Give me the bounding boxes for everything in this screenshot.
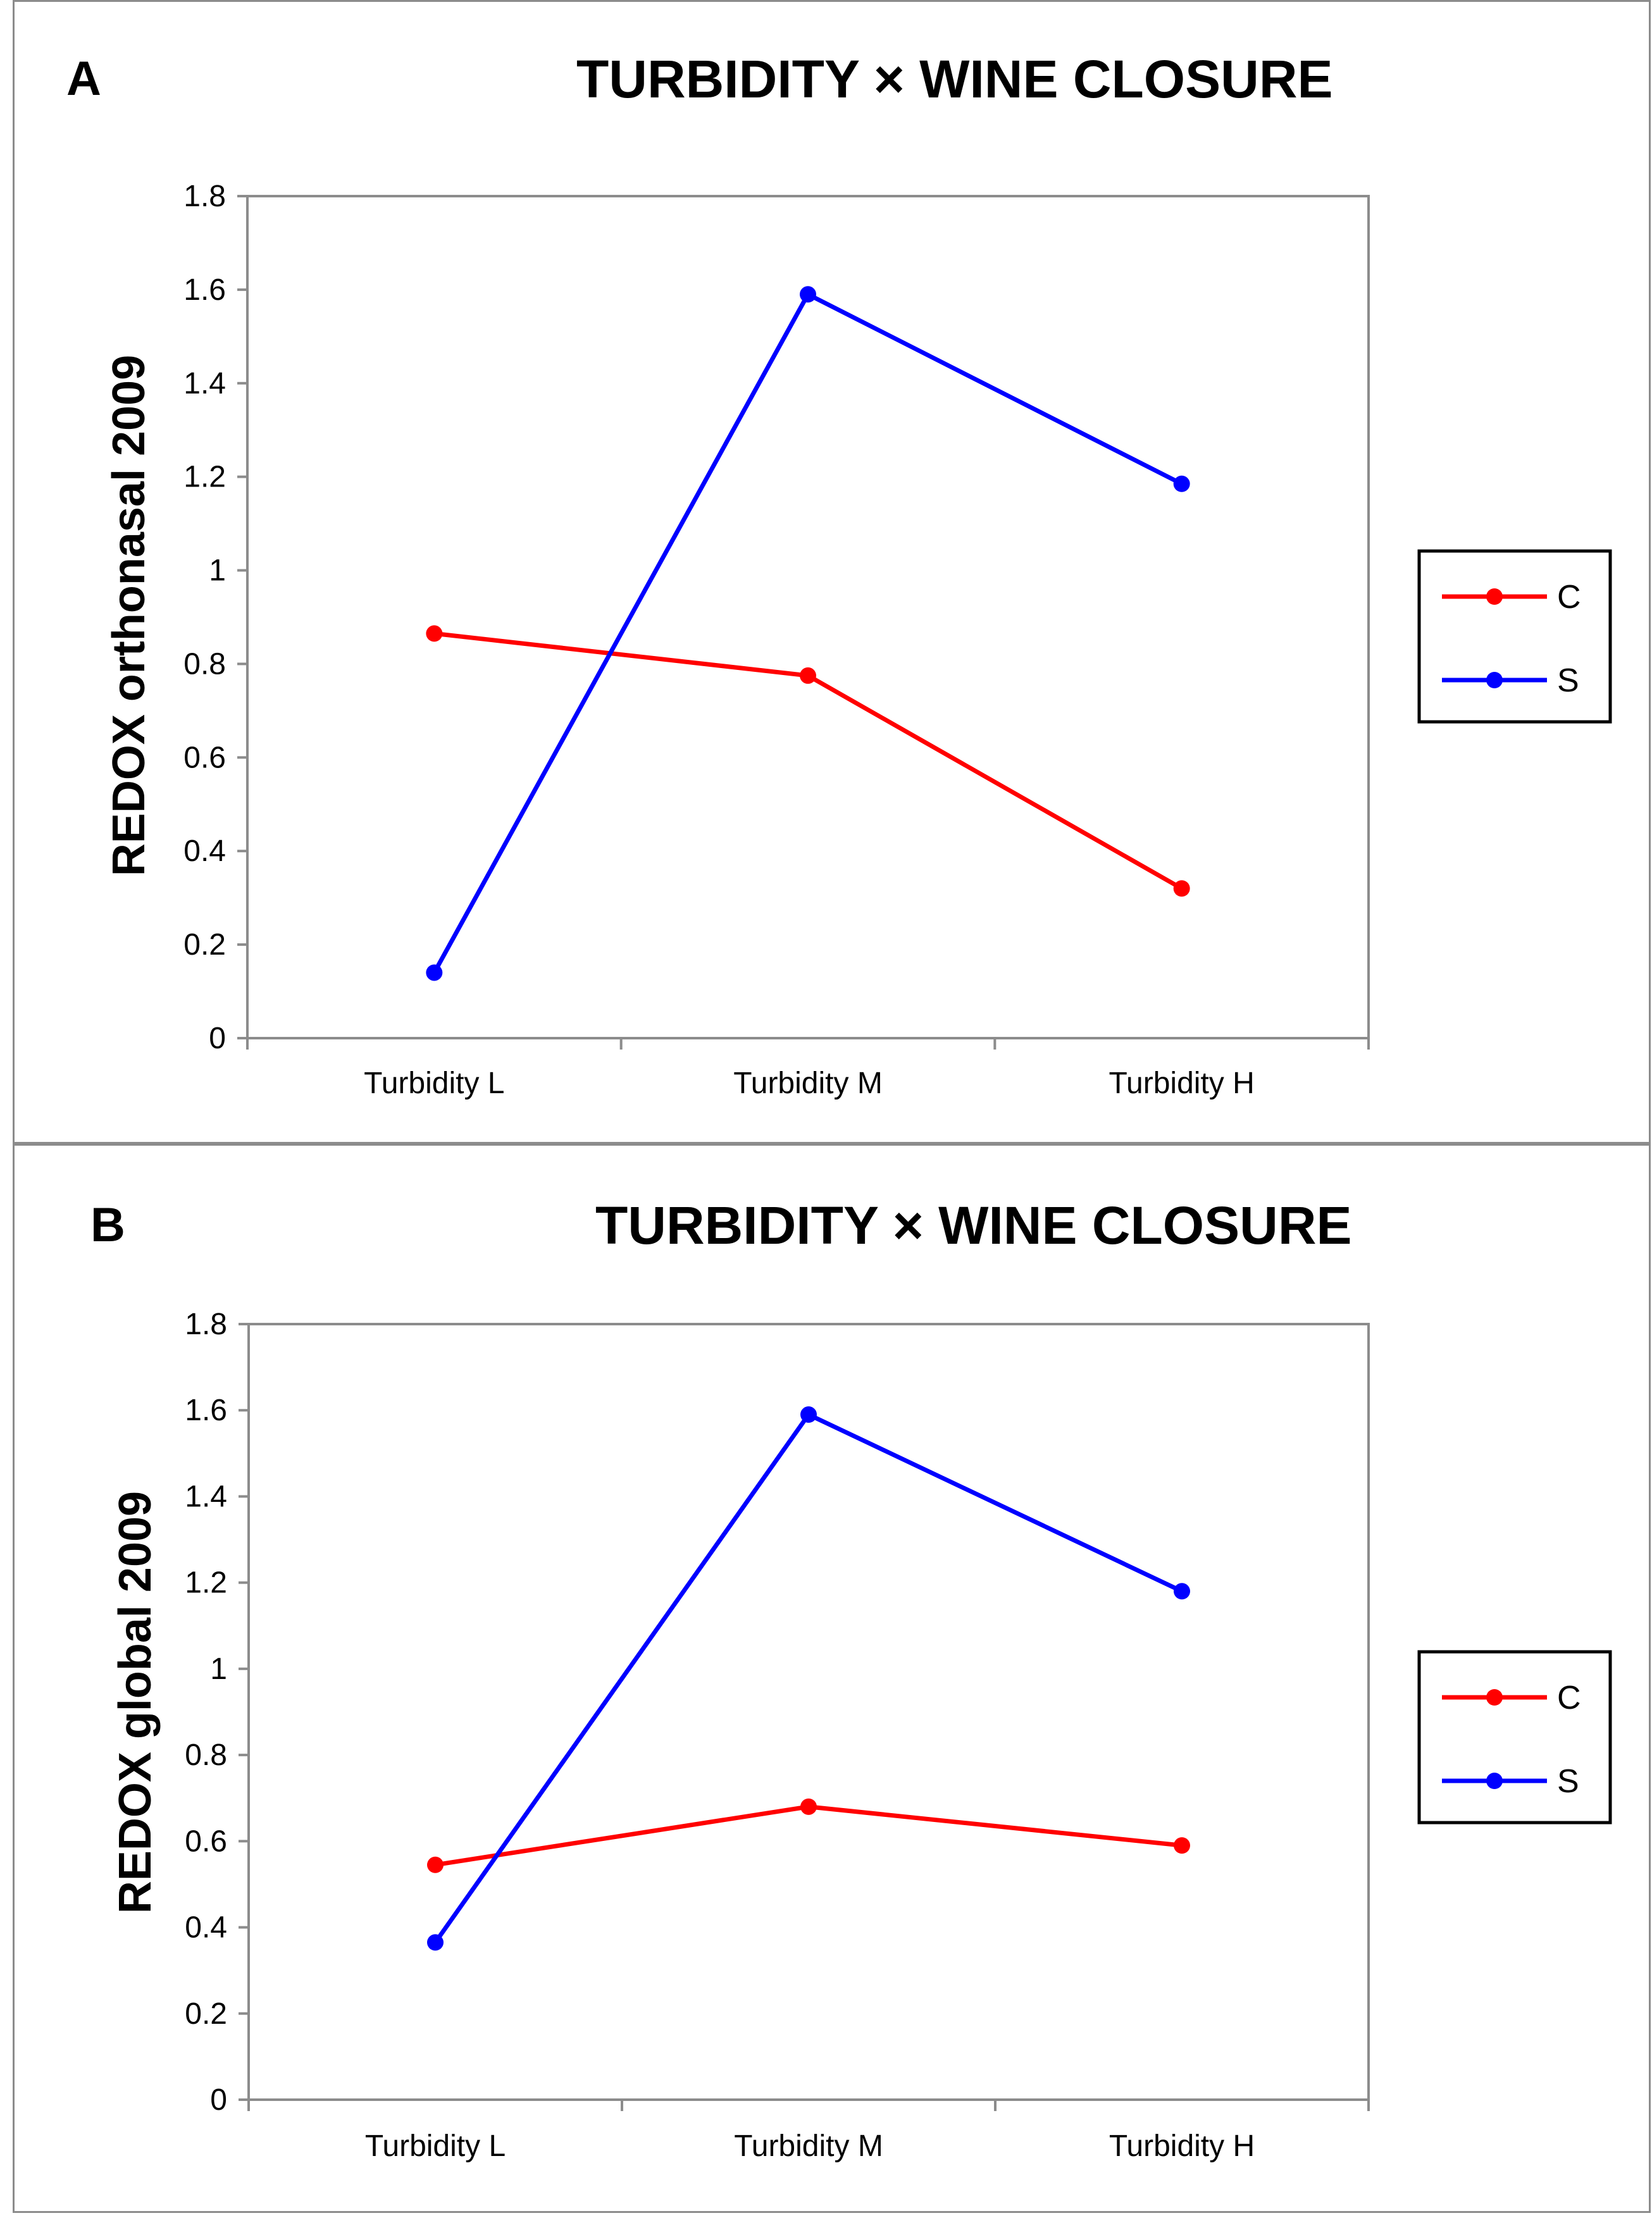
- y-tick-label: 0.6: [183, 741, 226, 774]
- y-tick-label: 0.4: [185, 1911, 227, 1945]
- legend-label-S: S: [1557, 1763, 1579, 1800]
- y-tick-label: 1.4: [183, 367, 226, 400]
- y-tick-label: 1: [209, 554, 226, 588]
- y-tick-label: 0.2: [185, 1997, 227, 2031]
- y-tick-label: 1.6: [185, 1394, 227, 1427]
- x-tick-label: Turbidity L: [364, 1067, 504, 1100]
- legend-marker-S: [1486, 672, 1503, 688]
- y-tick-label: 0.2: [183, 928, 226, 962]
- legend-label-C: C: [1557, 1680, 1581, 1716]
- data-point-S: [427, 1934, 444, 1951]
- chart-svg-a: 0 0.2 0.4 0.6 0.8 1 1.2 1.4 1.6 1.8 Turbidity L Tur…: [104, 180, 1612, 1100]
- data-point-C: [1174, 1837, 1190, 1854]
- data-point-C: [427, 1856, 444, 1873]
- legend-marker-C: [1486, 588, 1503, 605]
- panel-letter-b: B: [90, 1198, 125, 1252]
- legend-marker-C: [1486, 1689, 1503, 1706]
- data-point-S: [800, 286, 816, 303]
- legend-box: [1417, 1650, 1612, 1825]
- chart-svg-b: 0 0.2 0.4 0.6 0.8 1 1.2 1.4 1.6 1.8 Turbidity L Tur…: [110, 1308, 1612, 2163]
- y-tick-label: 1.6: [183, 273, 226, 307]
- data-point-C: [800, 667, 816, 684]
- y-tick-label: 0.6: [185, 1825, 227, 1858]
- y-tick-label: 0.4: [183, 834, 226, 868]
- y-tick-label: 1.8: [185, 1308, 227, 1341]
- data-point-C: [426, 625, 443, 642]
- x-tick-label: Turbidity M: [733, 1067, 883, 1100]
- legend-marker-S: [1486, 1773, 1503, 1789]
- x-tick-label: Turbidity H: [1109, 2129, 1255, 2163]
- legend-label-S: S: [1557, 662, 1579, 699]
- legend-label-C: C: [1557, 579, 1581, 616]
- chart-panel-b: B TURBIDITY × WINE CLOSURE 0 0.2 0.4 0.6 0.8…: [13, 1144, 1651, 2213]
- x-tick-label: Turbidity H: [1109, 1067, 1255, 1100]
- data-point-C: [800, 1798, 817, 1815]
- y-tick-label: 1.8: [183, 180, 226, 213]
- y-tick-label: 1: [210, 1652, 227, 1686]
- data-point-S: [800, 1406, 817, 1423]
- y-tick-label: 0.8: [183, 647, 226, 681]
- y-tick-label: 1.2: [183, 461, 226, 494]
- chart-title-b: TURBIDITY × WINE CLOSURE: [595, 1196, 1352, 1255]
- y-tick-label: 0.8: [185, 1738, 227, 1772]
- legend-box: [1417, 549, 1612, 724]
- data-point-S: [426, 964, 443, 981]
- plot-area: [246, 195, 1370, 1039]
- series-line-C: [435, 1804, 1183, 1868]
- chart-panel-a: A TURBIDITY × WINE CLOSURE 0 0.2 0.4 0.6 0.8…: [13, 0, 1651, 1144]
- y-tick-label: 0: [209, 1022, 226, 1055]
- y-axis-label: REDOX orthonasal 2009: [104, 355, 154, 876]
- y-tick-label: 0: [210, 2083, 227, 2117]
- y-axis-label: REDOX global 2009: [110, 1491, 161, 1914]
- chart-title-a: TURBIDITY × WINE CLOSURE: [576, 49, 1333, 109]
- y-tick-label: 1.2: [185, 1566, 227, 1600]
- series-line-S: [432, 292, 1183, 974]
- data-point-S: [1173, 475, 1190, 492]
- plot-area: [247, 1323, 1370, 2101]
- x-tick-label: Turbidity L: [365, 2129, 506, 2163]
- data-point-C: [1173, 880, 1190, 897]
- y-tick-label: 1.4: [185, 1480, 227, 1513]
- panel-letter-a: A: [66, 52, 101, 106]
- series-line-S: [433, 1412, 1183, 1944]
- data-point-S: [1174, 1583, 1190, 1600]
- x-tick-label: Turbidity M: [734, 2129, 883, 2163]
